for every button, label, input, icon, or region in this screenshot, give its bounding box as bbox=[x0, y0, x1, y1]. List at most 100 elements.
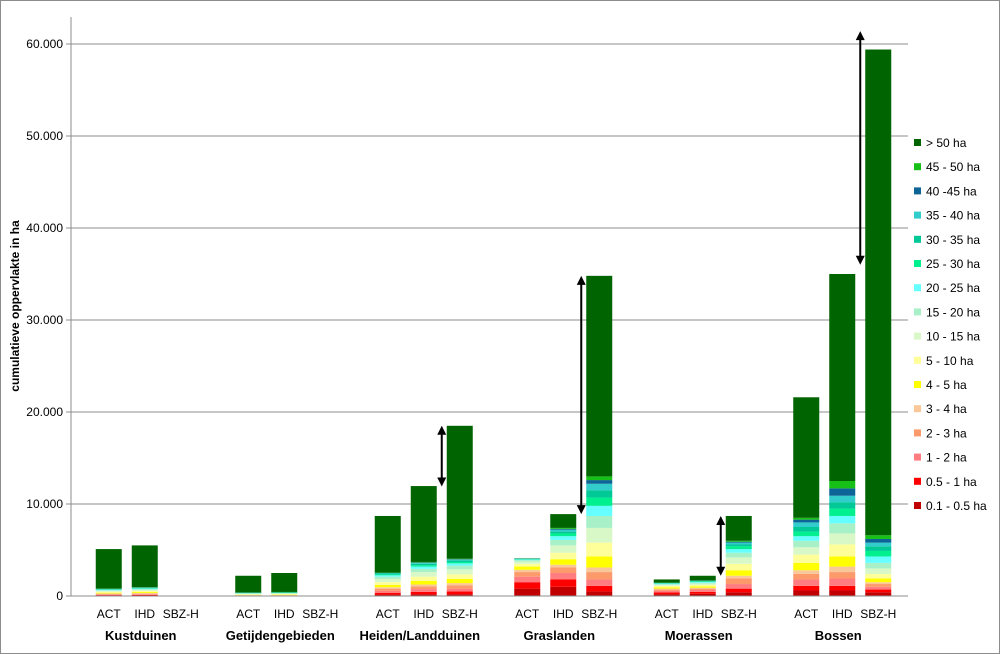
bar-segment bbox=[653, 589, 680, 591]
bar-segment bbox=[374, 594, 401, 596]
legend-item: 40 -45 ha bbox=[914, 184, 977, 198]
bar-segment bbox=[410, 591, 437, 595]
bar-segment bbox=[725, 570, 752, 576]
y-axis-ticks: 0 10.000 20.000 30.000 40.000 50.000 60.000 bbox=[26, 37, 71, 603]
bar-segment bbox=[793, 517, 820, 520]
bar-segment bbox=[865, 589, 892, 593]
bar-segment bbox=[865, 584, 892, 587]
bar-segment bbox=[514, 582, 541, 589]
legend-item: 2 - 3 ha bbox=[914, 426, 967, 440]
bar-segment bbox=[550, 533, 577, 537]
bar-segment bbox=[550, 552, 577, 560]
y-tick-label: 20.000 bbox=[26, 405, 63, 419]
bar-segment bbox=[374, 575, 401, 577]
bar-segment bbox=[95, 590, 122, 591]
x-tick-label: ACT bbox=[515, 607, 540, 621]
bar-segment bbox=[653, 592, 680, 595]
bar-segment bbox=[865, 568, 892, 574]
bar-segment bbox=[793, 547, 820, 555]
legend-label: 15 - 20 ha bbox=[926, 305, 980, 319]
legend-item: 0.1 - 0.5 ha bbox=[914, 499, 987, 513]
bar-segment bbox=[653, 587, 680, 589]
bar-moerassen-sbz-h bbox=[725, 515, 752, 596]
bar-segment bbox=[514, 559, 541, 561]
legend-swatch bbox=[914, 260, 921, 267]
bar-segment bbox=[374, 582, 401, 585]
bar-segment bbox=[829, 590, 856, 596]
legend-item: 30 - 35 ha bbox=[914, 233, 980, 247]
bar-segment bbox=[131, 545, 158, 588]
bar-segment bbox=[689, 583, 716, 585]
y-tick-label: 40.000 bbox=[26, 221, 63, 235]
legend-item: 25 - 30 ha bbox=[914, 257, 980, 271]
legend-swatch bbox=[914, 453, 921, 461]
x-tick-label: IHD bbox=[274, 607, 295, 621]
bar-segment bbox=[865, 538, 892, 543]
bar-segment bbox=[374, 576, 401, 579]
bar-segment bbox=[514, 588, 541, 596]
bar-segment bbox=[725, 584, 752, 589]
arrow-head-up bbox=[716, 515, 726, 525]
bar-segment bbox=[653, 584, 680, 586]
bar-segment bbox=[586, 497, 613, 506]
bar-segment bbox=[829, 556, 856, 567]
bar-bossen-act bbox=[793, 397, 820, 596]
arrow-head-up bbox=[576, 275, 586, 285]
bar-segment bbox=[586, 275, 613, 477]
legend-label: 1 - 2 ha bbox=[926, 451, 967, 465]
bar-segment bbox=[653, 588, 680, 590]
bar-segment bbox=[410, 486, 437, 562]
bar-segment bbox=[514, 566, 541, 570]
category-label: Bossen bbox=[815, 628, 862, 643]
bar-segment bbox=[829, 578, 856, 586]
legend-item: 35 - 40 ha bbox=[914, 209, 980, 223]
bar-segment bbox=[374, 584, 401, 588]
bar-segment bbox=[793, 397, 820, 518]
bar-segment bbox=[586, 572, 613, 580]
gridlines bbox=[71, 43, 908, 505]
bar-segment bbox=[374, 578, 401, 583]
bar-segment bbox=[514, 572, 541, 577]
x-axis-labels: ACT IHD SBZ-H Kustduinen ACT IHD SBZ-H Getijden… bbox=[97, 607, 897, 643]
bar-segment bbox=[653, 585, 680, 588]
difference-arrow bbox=[576, 275, 586, 515]
bar-segment bbox=[586, 585, 613, 592]
bar-segment bbox=[131, 589, 158, 592]
bar-segment bbox=[550, 536, 577, 540]
bar-segment bbox=[725, 578, 752, 585]
bar-segment bbox=[586, 483, 613, 491]
bar-segment bbox=[793, 573, 820, 580]
legend-label: 25 - 30 ha bbox=[926, 257, 980, 271]
arrow-head-up bbox=[437, 425, 447, 435]
bar-segment bbox=[514, 569, 541, 573]
bar-segment bbox=[725, 540, 752, 542]
bar-segment bbox=[446, 559, 473, 561]
arrow-head-down bbox=[437, 477, 447, 487]
bar-segment bbox=[865, 542, 892, 547]
bar-moerassen-ihd bbox=[689, 575, 716, 596]
legend-item: 0.5 - 1 ha bbox=[914, 475, 977, 489]
bar-segment bbox=[410, 576, 437, 581]
bar-segment bbox=[550, 567, 577, 573]
y-tick-label: 60.000 bbox=[26, 37, 63, 51]
category-label: Getijdengebieden bbox=[226, 628, 335, 643]
bars bbox=[95, 49, 892, 597]
bar-segment bbox=[586, 567, 613, 573]
legend-label: 3 - 4 ha bbox=[926, 402, 967, 416]
bar-segment bbox=[793, 527, 820, 532]
bar-segment bbox=[725, 542, 752, 545]
legend-item: 3 - 4 ha bbox=[914, 402, 967, 416]
bar-segment bbox=[410, 563, 437, 566]
bar-segment bbox=[793, 585, 820, 591]
x-tick-label: IHD bbox=[832, 607, 853, 621]
bar-segment bbox=[446, 588, 473, 592]
bar-segment bbox=[586, 556, 613, 568]
legend-item: 1 - 2 ha bbox=[914, 451, 967, 465]
legend-swatch bbox=[914, 211, 921, 219]
bar-segment bbox=[793, 522, 820, 527]
legend-item: > 50 ha bbox=[914, 136, 967, 150]
x-tick-label: SBZ-H bbox=[860, 607, 896, 621]
bar-segment bbox=[550, 573, 577, 580]
bar-segment bbox=[95, 592, 122, 594]
